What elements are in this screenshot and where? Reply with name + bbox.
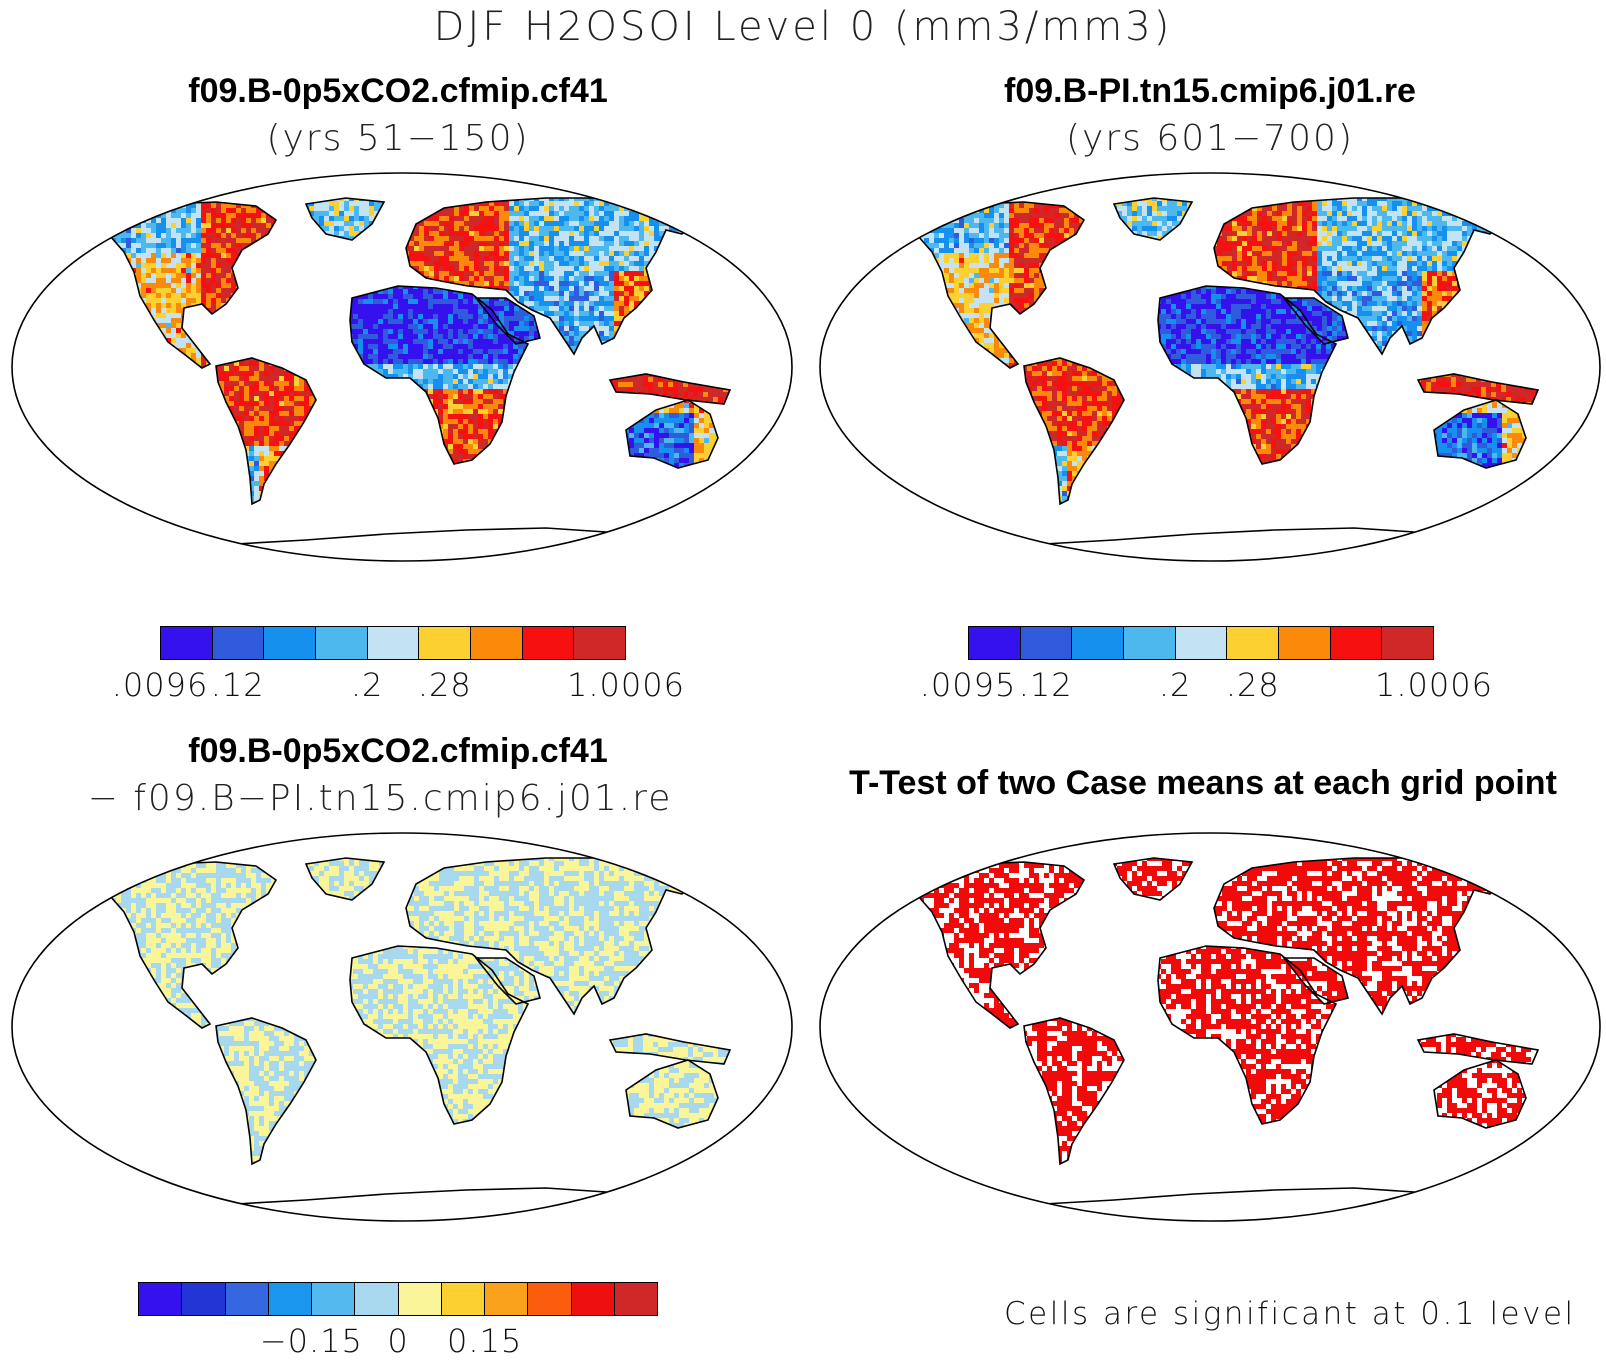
colorbar-swatch (442, 1283, 485, 1315)
colorbar-swatch (1279, 627, 1331, 659)
region-namerica (96, 858, 282, 1034)
land-fill (96, 196, 734, 507)
region-namerica (96, 198, 282, 374)
panel3-subtitle: − f09.B−PI.tn15.cmip6.j01.re (20, 778, 740, 819)
colorbar-tick-label: 1.0006 (1375, 666, 1493, 704)
colorbar-swatch (264, 627, 316, 659)
colorbar-swatch (312, 1283, 355, 1315)
colorbar-boxes (160, 626, 626, 660)
colorbar-swatch (182, 1283, 225, 1315)
colorbar-tick-label: .2 (351, 666, 384, 704)
colorbar-swatch (615, 1283, 657, 1315)
colorbar-swatch (161, 627, 213, 659)
colorbar-tick-label: .2 (1159, 666, 1192, 704)
colorbar-swatch (269, 1283, 312, 1315)
panel4-title: T-Test of two Case means at each grid po… (808, 764, 1598, 803)
colorbar-tick-label: .12 (211, 666, 265, 704)
colorbar-swatch (1176, 627, 1228, 659)
region-australia (624, 398, 725, 474)
colorbar-swatch (368, 627, 420, 659)
colorbar-swatch (226, 1283, 269, 1315)
map-ttest (814, 828, 1606, 1226)
colorbar-swatch (1124, 627, 1176, 659)
panel2-years: (yrs 601−700) (850, 118, 1570, 159)
colorbar-boxes (138, 1282, 658, 1316)
colorbar-tick-label: 0.15 (447, 1322, 522, 1360)
significance-note: Cells are significant at 0.1 level (1004, 1296, 1576, 1332)
region-namerica (904, 198, 1090, 374)
colorbar-tick-label: .0096 (112, 666, 209, 704)
colorbar-swatch (355, 1283, 398, 1315)
colorbar-swatch (485, 1283, 528, 1315)
panel3-title: f09.B-0p5xCO2.cfmip.cf41 (38, 732, 758, 771)
colorbar-swatch (574, 627, 625, 659)
colorbar-swatch (523, 627, 575, 659)
colorbar-swatch (1227, 627, 1279, 659)
region-australia (624, 1058, 725, 1134)
coastline-antarctica (978, 1188, 1454, 1224)
colorbar-swatch (1331, 627, 1383, 659)
region-australia (1432, 1058, 1533, 1134)
map-case2 (814, 168, 1606, 566)
colorbar-tick-label: .12 (1019, 666, 1073, 704)
land-fill (96, 856, 734, 1167)
map-difference (6, 828, 798, 1226)
colorbar-swatch (316, 627, 368, 659)
colorbar-swatch (1072, 627, 1124, 659)
land-fill (904, 196, 1542, 507)
colorbar-tick-label: .28 (1226, 666, 1280, 704)
region-australia (1432, 398, 1533, 474)
colorbar-tick-label: .0095 (920, 666, 1017, 704)
coastline-antarctica (170, 528, 646, 564)
panel1-title: f09.B-0p5xCO2.cfmip.cf41 (38, 72, 758, 111)
colorbar-swatch (399, 1283, 442, 1315)
colorbar-swatch (969, 627, 1021, 659)
colorbar-tick-label: −0.15 (260, 1322, 363, 1360)
land-fill (904, 856, 1542, 1167)
region-namerica (904, 858, 1090, 1034)
figure-title: DJF H2OSOI Level 0 (mm3/mm3) (0, 4, 1606, 50)
colorbar-tick-label: 1.0006 (567, 666, 685, 704)
colorbar-boxes (968, 626, 1434, 660)
colorbar-swatch (213, 627, 265, 659)
panel1-years: (yrs 51−150) (38, 118, 758, 159)
panel2-title: f09.B-PI.tn15.cmip6.j01.re (850, 72, 1570, 111)
colorbar-swatch (1382, 627, 1433, 659)
colorbar-swatch (139, 1283, 182, 1315)
colorbar-swatch (572, 1283, 615, 1315)
colorbar-swatch (471, 627, 523, 659)
colorbar-swatch (528, 1283, 571, 1315)
coastline-antarctica (170, 1188, 646, 1224)
colorbar-swatch (419, 627, 471, 659)
coastline-antarctica (978, 528, 1454, 564)
colorbar-tick-label: 0 (387, 1322, 408, 1360)
colorbar-tick-label: .28 (418, 666, 472, 704)
colorbar-swatch (1021, 627, 1073, 659)
map-case1 (6, 168, 798, 566)
